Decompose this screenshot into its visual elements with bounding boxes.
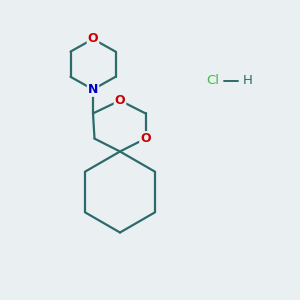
Text: N: N	[88, 83, 98, 96]
Text: H: H	[243, 74, 252, 88]
Text: Cl: Cl	[206, 74, 220, 88]
Text: O: O	[140, 132, 151, 145]
Text: O: O	[115, 94, 125, 107]
Text: O: O	[88, 32, 98, 46]
